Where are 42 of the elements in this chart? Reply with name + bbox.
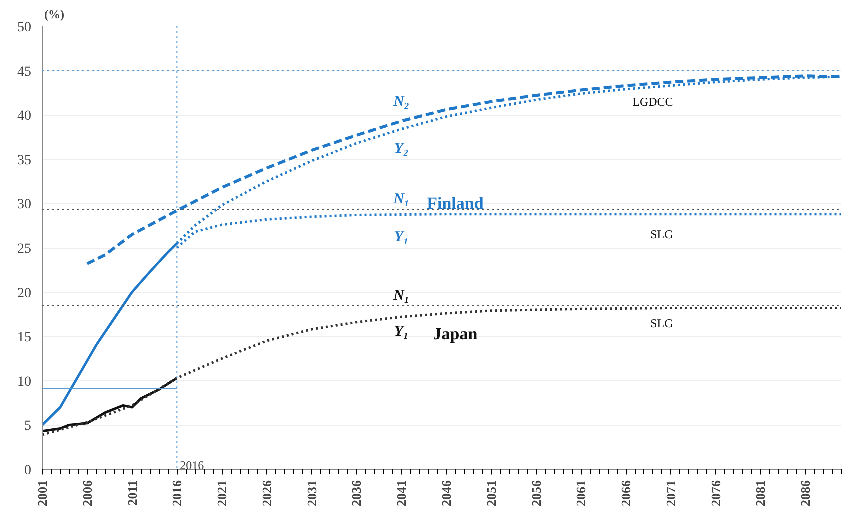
x-tick-label: 2056 — [528, 480, 544, 506]
y-tick-label: 10 — [18, 374, 32, 390]
y-tick-label: 35 — [18, 153, 32, 168]
annotation: Finland — [427, 194, 484, 214]
x-tick-label: 2031 — [304, 480, 320, 506]
y-tick-label: 50 — [18, 20, 32, 36]
x-tick-label: 2001 — [35, 480, 50, 506]
annotation: Japan — [433, 324, 478, 344]
y-axis-title: (%) — [44, 8, 64, 22]
y-tick-label: 20 — [18, 286, 32, 302]
annotation: Y₂ — [394, 140, 409, 157]
annotation: Y₁ — [394, 324, 409, 340]
y-tick-label: 45 — [18, 64, 32, 80]
annotation: LGDCC — [632, 94, 674, 109]
annotation: N₁ — [392, 191, 410, 208]
y-tick-label: 5 — [24, 419, 32, 434]
x-tick-label: 2061 — [574, 480, 589, 506]
annotation: N₂ — [392, 94, 410, 110]
y-tick-label: 15 — [18, 330, 32, 346]
x-tick-label: 2006 — [80, 480, 95, 506]
x-tick-label: 2046 — [438, 480, 454, 506]
annotation: Y₁ — [394, 229, 409, 246]
annotation: SLG — [650, 316, 674, 330]
x-tick-label: 2051 — [484, 480, 499, 506]
y-tick-label: 30 — [18, 198, 32, 213]
x-tick-label: 2026 — [259, 480, 274, 506]
x-tick-label: 2081 — [753, 480, 768, 506]
x-tick-label: 2016 — [170, 480, 185, 506]
x-tick-label: 2071 — [663, 480, 678, 506]
x-tick-label: 2041 — [394, 480, 410, 506]
x-tick-label: 2076 — [708, 480, 724, 506]
y-tick-label: 25 — [18, 242, 32, 257]
x-tick-label: 2011 — [124, 480, 140, 506]
y-tick-label: 40 — [18, 109, 32, 124]
x-tick-label: 2086 — [798, 480, 814, 506]
x-tick-label: 2066 — [618, 480, 634, 506]
ref-line-label: 2016 — [180, 458, 204, 472]
x-tick-label: 2021 — [214, 480, 230, 506]
x-tick-label: 2036 — [349, 480, 364, 506]
annotation: N₁ — [392, 288, 410, 304]
y-tick-label: 0 — [24, 464, 32, 478]
annotation: SLG — [650, 228, 674, 242]
